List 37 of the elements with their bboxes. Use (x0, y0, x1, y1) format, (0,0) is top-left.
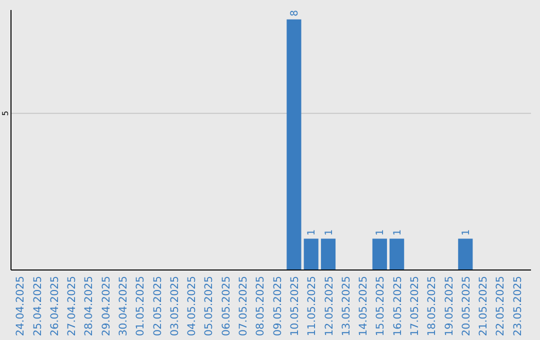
x-tick-label: 22.05.2025 (494, 276, 507, 336)
x-tick-label: 14.05.2025 (358, 276, 370, 336)
x-tick-label: 03.05.2025 (168, 276, 181, 336)
x-tick-label: 23.05.2025 (512, 276, 524, 336)
data-label: 1 (460, 229, 472, 236)
y-tick-label: 5 (1, 110, 10, 116)
x-tick-label: 07.05.2025 (238, 276, 250, 336)
x-tick-label: 15.05.2025 (374, 276, 387, 336)
x-tick-label: 05.05.2025 (203, 276, 216, 336)
data-label: 1 (392, 229, 404, 236)
x-tick-label: 30.04.2025 (118, 276, 130, 336)
x-tick-label: 24.04.2025 (14, 276, 27, 336)
x-tick-label: 09.05.2025 (272, 276, 284, 336)
x-tick-label: 02.05.2025 (152, 276, 164, 336)
x-tick-label: 01.05.2025 (134, 276, 147, 336)
x-tick-label: 04.05.2025 (186, 276, 198, 336)
x-tick-label: 28.04.2025 (83, 276, 96, 336)
x-tick-label: 08.05.2025 (254, 276, 267, 336)
x-tick-label: 27.04.2025 (66, 276, 78, 336)
x-tick-label: 25.04.2025 (32, 276, 44, 336)
x-tick-label: 29.04.2025 (100, 276, 112, 336)
x-tick-label: 20.05.2025 (460, 276, 472, 336)
x-tick-label: 26.04.2025 (48, 276, 61, 336)
x-tick-label: 13.05.2025 (340, 276, 352, 336)
x-tick-label: 06.05.2025 (220, 276, 232, 336)
data-label: 1 (324, 229, 335, 236)
x-tick-label: 17.05.2025 (408, 276, 421, 336)
x-tick-label: 11.05.2025 (306, 276, 318, 336)
x-tick-label: 12.05.2025 (323, 276, 336, 336)
x-tick-label: 16.05.2025 (392, 276, 404, 336)
data-label: 1 (306, 229, 318, 236)
x-tick-label: 10.05.2025 (288, 276, 301, 336)
data-label: 8 (289, 10, 300, 16)
x-tick-label: 18.05.2025 (426, 276, 438, 336)
x-tick-label: 21.05.2025 (478, 276, 490, 336)
data-label: 1 (375, 229, 386, 236)
x-tick-label: 19.05.2025 (443, 276, 456, 336)
